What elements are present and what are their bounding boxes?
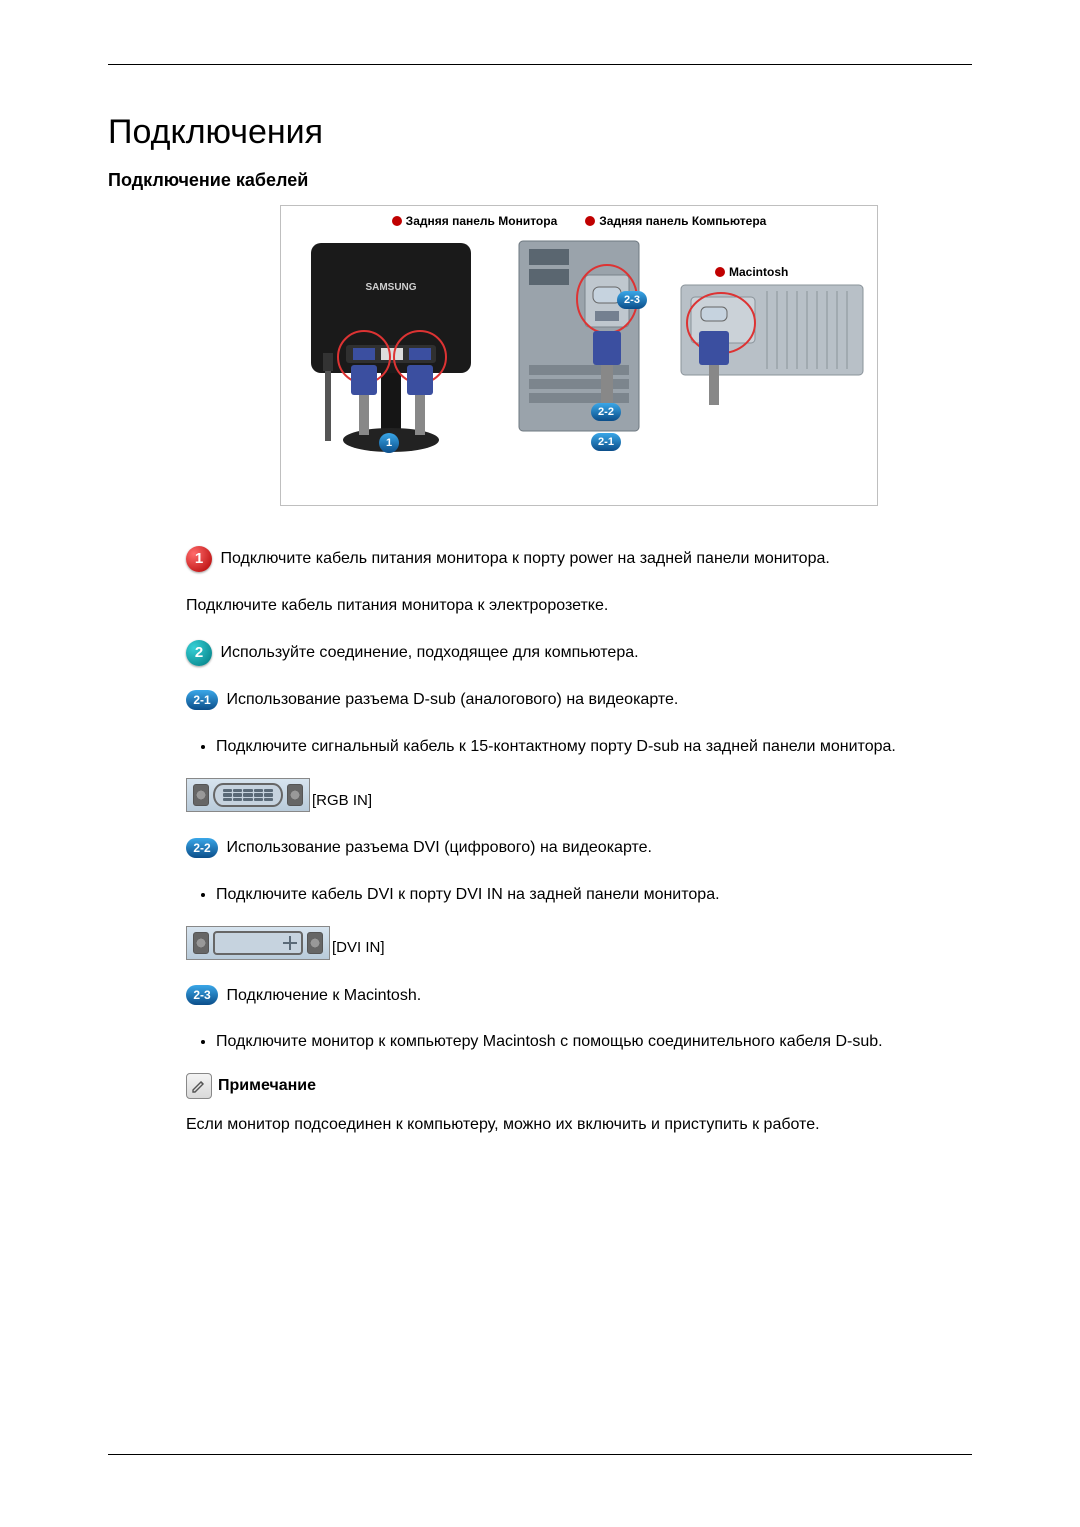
step-2-3-heading: Подключение к Macintosh. [226,987,421,1004]
step-1b-text: Подключите кабель питания монитора к эле… [186,594,972,619]
mac-svg-icon [677,235,867,485]
monitor-graphic: SAMSUNG [291,235,491,485]
note-icon [186,1073,212,1099]
step-2-2-heading: Использование разъема DVI (цифрового) на… [226,839,652,856]
dvi-port-label: [DVI IN] [332,936,385,959]
legend-pc: Задняя панель Компьютера [585,212,766,231]
note-text: Если монитор подсоединен к компьютеру, м… [186,1113,972,1138]
legend-monitor-label: Задняя панель Монитора [406,212,558,231]
step-1: 1 Подключите кабель питания монитора к п… [186,546,972,572]
pencil-icon [190,1077,208,1095]
top-rule [108,64,972,65]
step-2-1: 2-1 Использование разъема D-sub (аналого… [186,688,972,713]
step-2: 2 Используйте соединение, подходящее для… [186,640,972,666]
diagram-badge-21: 2-1 [591,433,621,451]
page-title: Подключения [108,113,972,152]
mac-graphic: Macintosh [677,235,867,485]
step-1-badge-icon: 1 [186,546,212,572]
pc-svg-icon [499,235,669,485]
diagram-badge-23: 2-3 [617,291,647,309]
document-page: Подключения Подключение кабелей Задняя п… [0,0,1080,1138]
bottom-rule [108,1454,972,1455]
legend-monitor: Задняя панель Монитора [392,212,558,231]
step-2-text: Используйте соединение, подходящее для к… [220,645,638,662]
note-heading: Примечание [186,1073,972,1099]
step-2-3: 2-3 Подключение к Macintosh. [186,984,972,1009]
diagram-legend: Задняя панель Монитора Задняя панель Ком… [291,212,867,231]
screw-icon [287,784,303,806]
pc-graphic: 2-3 2-2 2-1 [499,235,669,485]
step-2-1-bullet: Подключите сигнальный кабель к 15-контак… [216,735,972,760]
step-2-2-list: Подключите кабель DVI к порту DVI IN на … [186,883,972,908]
step-2-2-badge-icon: 2-2 [186,838,218,858]
step-2-2: 2-2 Использование разъема DVI (цифрового… [186,836,972,861]
dvi-port-icon [186,926,330,960]
screw-icon [193,784,209,806]
step-2-3-list: Подключите монитор к компьютеру Macintos… [186,1030,972,1055]
note-title: Примечание [218,1074,316,1099]
dvi-shell-icon [213,931,303,955]
vga-port-icon [186,778,310,812]
dvi-port-illustration: [DVI IN] [186,926,972,960]
diagram-badge-22: 2-2 [591,403,621,421]
rgb-port-label: [RGB IN] [312,789,372,812]
content-body: Задняя панель Монитора Задняя панель Ком… [108,205,972,1138]
screw-icon [307,932,323,954]
legend-dot-icon [392,216,402,226]
section-subtitle: Подключение кабелей [108,170,972,191]
step-2-1-heading: Использование разъема D-sub (аналогового… [226,691,678,708]
step-2-1-list: Подключите сигнальный кабель к 15-контак… [186,735,972,760]
step-1-text: Подключите кабель питания монитора к пор… [220,550,829,567]
connection-diagram: Задняя панель Монитора Задняя панель Ком… [280,205,878,506]
step-2-3-bullet: Подключите монитор к компьютеру Macintos… [216,1030,972,1055]
rgb-port-illustration: [RGB IN] [186,778,972,812]
legend-pc-label: Задняя панель Компьютера [599,212,766,231]
diagram-badge-1: 1 [379,433,399,453]
step-2-2-bullet: Подключите кабель DVI к порту DVI IN на … [216,883,972,908]
dvi-cross-icon [283,936,297,950]
diagram-body: SAMSUNG [291,235,867,495]
legend-dot-icon [585,216,595,226]
step-2-1-badge-icon: 2-1 [186,690,218,710]
vga-shell-icon [213,783,283,807]
screw-icon [193,932,209,954]
step-2-3-badge-icon: 2-3 [186,985,218,1005]
step-2-badge-icon: 2 [186,640,212,666]
monitor-brand-label: SAMSUNG [365,282,416,293]
